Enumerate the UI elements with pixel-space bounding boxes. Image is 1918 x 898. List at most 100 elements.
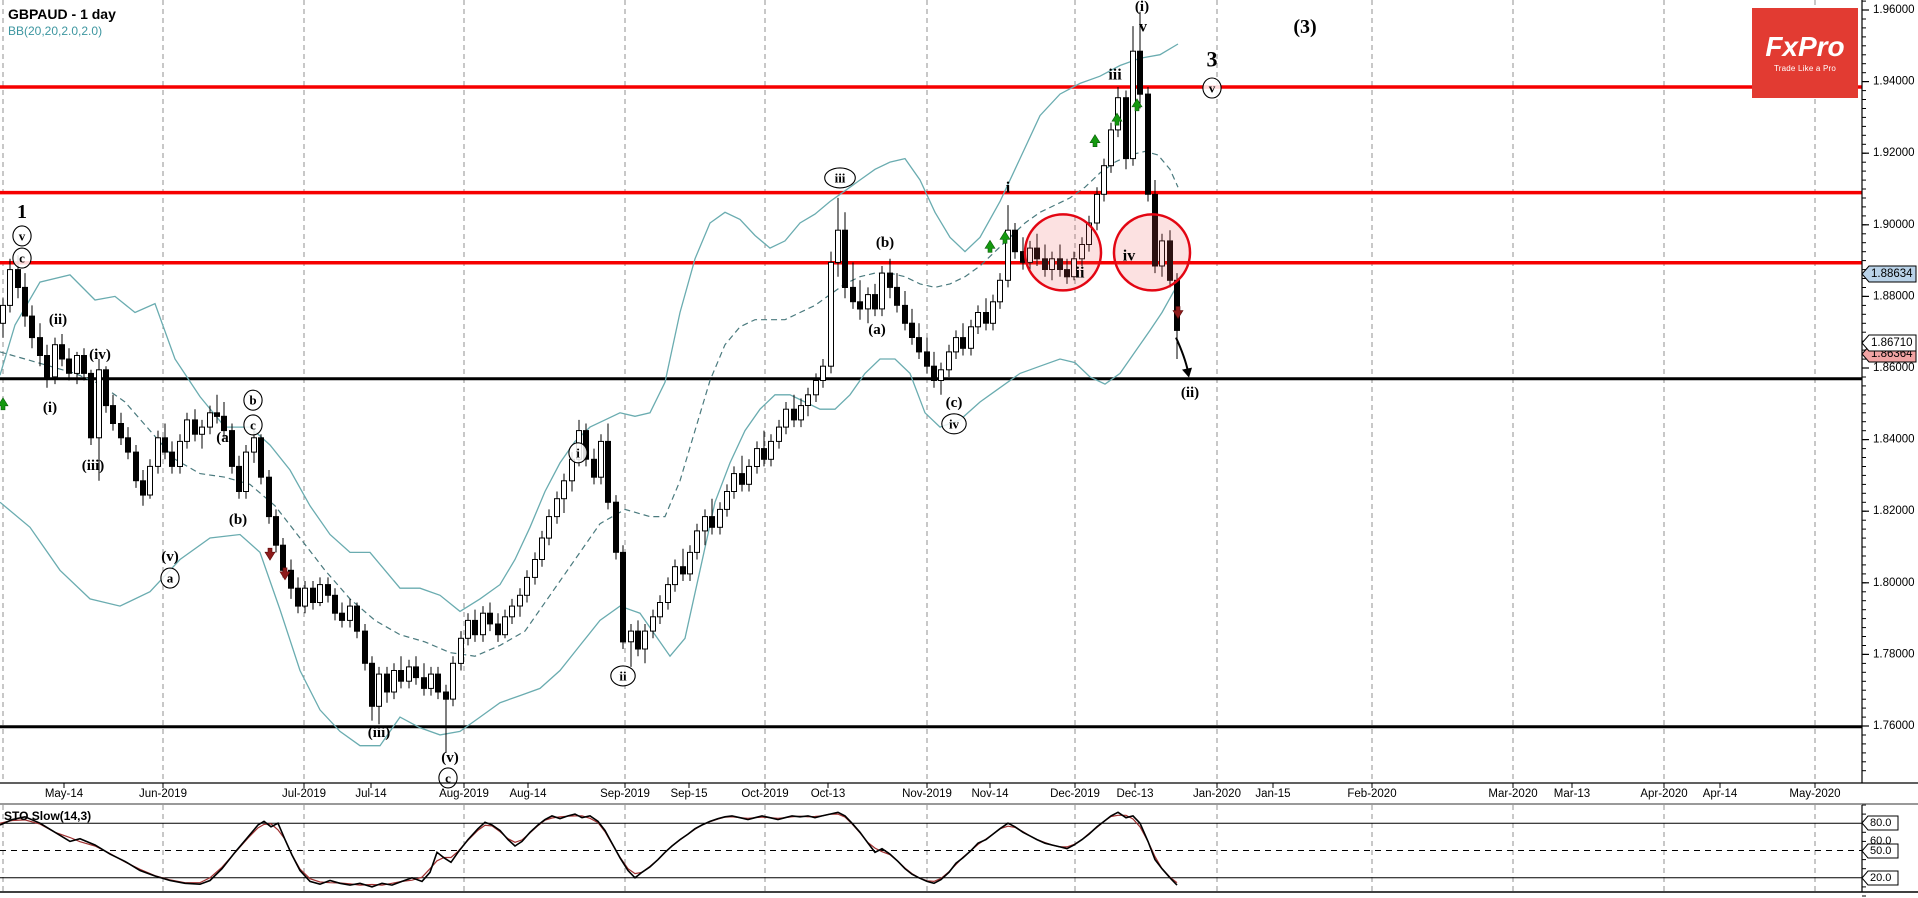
stochastic-indicator-label: STO Slow(14,3): [4, 809, 92, 823]
elliott-wave-labels: 1vc(ii)(iv)(i)(iii)(v)a(a)bc(b)(iii)(v)c…: [12, 0, 1317, 789]
candle: [347, 605, 353, 621]
projection-arrowhead-icon: [1182, 367, 1192, 378]
date-axis[interactable]: May-14 Jun-2019 Jul-2019 Jul-14 Aug-2019 Aug-…: [0, 782, 1918, 805]
candle: [332, 594, 338, 614]
candle: [184, 419, 190, 442]
candle: [1071, 258, 1077, 278]
candle: [975, 312, 981, 328]
candle: [680, 566, 686, 575]
candle: [88, 372, 94, 439]
candle: [273, 516, 279, 546]
wave-label-circle: [12, 247, 32, 269]
buy-arrow-icon: [1089, 134, 1101, 147]
candle: [938, 369, 944, 381]
candle: [835, 229, 841, 263]
candle: [140, 480, 146, 496]
candle: [924, 351, 930, 367]
candle: [813, 380, 819, 396]
wave-label: ii: [1076, 265, 1085, 282]
candle: [968, 326, 974, 349]
candle: [960, 337, 966, 349]
candle: [502, 616, 508, 636]
candle: [931, 365, 937, 382]
wave-label: iv: [949, 416, 960, 431]
candle: [569, 458, 575, 482]
stochastic-pane[interactable]: 80.060.050.020.0: [0, 804, 1918, 897]
bollinger-indicator-label: BB(20,20,2.0,2.0): [8, 24, 103, 38]
date-axis-label: Dec-2019: [1050, 788, 1100, 800]
candle: [81, 355, 87, 374]
candle: [103, 369, 109, 407]
candle: [791, 408, 797, 421]
candle: [983, 312, 989, 324]
wave-label: (a): [216, 430, 234, 446]
highlight-circle: [1023, 213, 1103, 292]
candle: [258, 437, 264, 478]
candle: [133, 451, 139, 482]
wave-label: 3: [1207, 47, 1218, 72]
candle: [487, 612, 493, 625]
candle: [916, 337, 922, 353]
candle: [295, 587, 301, 607]
candle: [398, 670, 404, 682]
price-axis[interactable]: 1.96000 1.94000 1.92000 1.90000 1.88000 1.860…: [1861, 0, 1918, 898]
candle: [339, 612, 345, 621]
candle: [1152, 193, 1158, 267]
candle: [665, 584, 671, 603]
candle: [1049, 258, 1055, 270]
candle: [177, 440, 183, 467]
wave-label-circle: [610, 665, 636, 687]
candle: [850, 286, 856, 303]
price-axis-label: 1.88000: [1873, 290, 1915, 302]
candle: [613, 501, 619, 553]
candle: [421, 677, 427, 689]
date-axis-label: Oct-2019: [741, 788, 788, 800]
month-gridlines: [2, 0, 1816, 783]
candle: [635, 630, 641, 650]
candle: [783, 408, 789, 428]
candle: [450, 662, 456, 700]
candle: [997, 279, 1003, 303]
stochastic-scale-label: 20.0: [1870, 872, 1891, 884]
candle: [524, 576, 530, 596]
price-tag: [1861, 334, 1917, 352]
buy-arrow-icon: [1111, 112, 1123, 126]
candle: [317, 584, 323, 603]
candle: [495, 623, 501, 636]
candle: [369, 662, 375, 707]
wave-label: (a): [868, 322, 886, 338]
candle: [1064, 269, 1070, 278]
stochastic-scale-label: 80.0: [1870, 817, 1891, 829]
candle: [805, 394, 811, 406]
candle: [990, 301, 996, 324]
date-axis-label: Jun-2019: [139, 788, 187, 800]
candle: [657, 602, 663, 618]
stochastic-level-tag: [1861, 843, 1899, 859]
wave-label: 1: [17, 201, 27, 223]
candle: [672, 566, 678, 586]
stochastic-scale-label: 50.0: [1870, 845, 1891, 857]
price-axis-label: 1.86000: [1873, 362, 1915, 374]
wave-label: (b): [876, 235, 894, 251]
candle: [169, 451, 175, 467]
candle: [532, 559, 538, 578]
wave-label: ii: [619, 668, 627, 683]
candle: [717, 508, 723, 528]
wave-label: c: [19, 251, 25, 266]
price-pane[interactable]: [0, 11, 1862, 753]
price-tag-label: 1.86710: [1871, 337, 1913, 349]
candle: [1167, 240, 1173, 281]
buy-arrow-icon: [1131, 98, 1143, 112]
candle: [776, 426, 782, 442]
buy-arrow-icon: [999, 230, 1011, 244]
price-axis-label: 1.92000: [1873, 147, 1915, 159]
candle: [74, 355, 80, 374]
candle: [243, 451, 249, 493]
candle: [458, 637, 464, 664]
bb-lower-band: [0, 283, 1179, 747]
candle: [1027, 247, 1033, 263]
candle: [1094, 193, 1100, 224]
candle: [865, 294, 871, 310]
price-tag-label: 1.88634: [1871, 268, 1913, 280]
